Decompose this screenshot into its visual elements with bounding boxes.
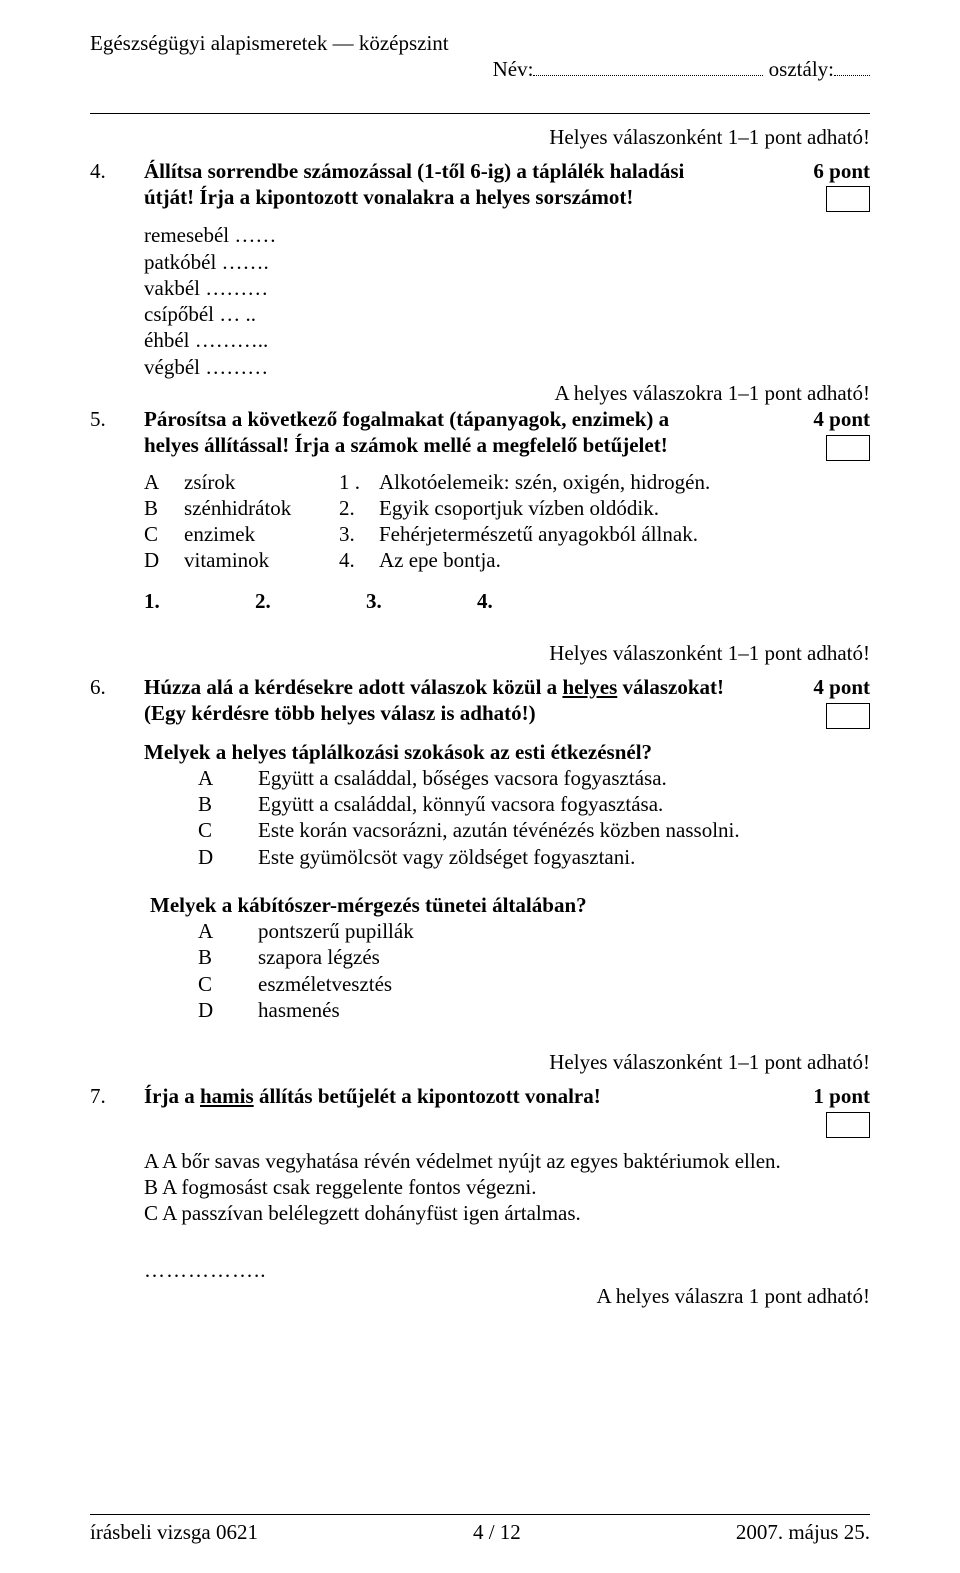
q4-item: vakbél ………: [144, 275, 870, 301]
q7-points-cell: 1 pont: [813, 1083, 870, 1137]
q4-answer-note: A helyes válaszokra 1–1 pont adható!: [90, 380, 870, 406]
question-6: 6. Húzza alá a kérdésekre adott válaszok…: [90, 674, 870, 728]
q5-number: 5.: [90, 406, 144, 432]
question-7: 7. Írja a hamis állítás betűjelét a kipo…: [90, 1083, 870, 1137]
q6-sub1-options: AEgyütt a családdal, bőséges vacsora fog…: [198, 765, 870, 870]
name-field[interactable]: [533, 75, 763, 76]
question-5: 5. Párosítsa a következő fogalmakat (táp…: [90, 406, 870, 460]
q7-text: Írja a hamis állítás betűjelét a kiponto…: [144, 1083, 805, 1109]
q6-text: Húzza alá a kérdésekre adott válaszok kö…: [144, 674, 805, 727]
footer-rule: [90, 1514, 870, 1515]
page-footer: írásbeli vizsga 0621 4 / 12 2007. május …: [90, 1510, 870, 1545]
score-note-top: Helyes válaszonként 1–1 pont adható!: [90, 124, 870, 150]
q6-points: 4 pont: [813, 674, 870, 700]
q4-points-cell: 6 pont: [813, 158, 870, 212]
q5-points: 4 pont: [813, 406, 870, 432]
q7-number: 7.: [90, 1083, 144, 1109]
q6-number: 6.: [90, 674, 144, 700]
footer-center: 4 / 12: [473, 1519, 521, 1545]
q6-score-box[interactable]: [826, 703, 870, 729]
footer-right: 2007. május 25.: [736, 1519, 870, 1545]
q7-score-box[interactable]: [826, 1112, 870, 1138]
q4-number: 4.: [90, 158, 144, 184]
footer-left: írásbeli vizsga 0621: [90, 1519, 258, 1545]
q4-items: remesebél …… patkóbél ……. vakbél ……… csí…: [144, 222, 870, 380]
q6-sub2-question: Melyek a kábítószer-mérgezés tünetei ált…: [150, 892, 870, 918]
q4-item: patkóbél …….: [144, 249, 870, 275]
header-rule: [90, 113, 870, 114]
q7-answer-dots[interactable]: ……………..: [144, 1257, 870, 1283]
q7-options: A A bőr savas vegyhatása révén védelmet …: [144, 1148, 870, 1227]
q4-item: éhbél ………..: [144, 327, 870, 353]
score-note-mid2: Helyes válaszonként 1–1 pont adható!: [90, 1049, 870, 1075]
q4-item: csípőbél … ..: [144, 301, 870, 327]
q5-pairs: Azsírok1 .Alkotóelemeik: szén, oxigén, h…: [144, 469, 870, 574]
page-header: Egészségügyi alapismeretek — középszint …: [90, 30, 870, 109]
header-left: Egészségügyi alapismeretek — középszint: [90, 30, 449, 109]
q4-item: végbél ………: [144, 354, 870, 380]
class-label: osztály:: [763, 57, 834, 81]
question-4: 4. Állítsa sorrendbe számozással (1-től …: [90, 158, 870, 212]
q7-points: 1 pont: [813, 1083, 870, 1109]
q6-points-cell: 4 pont: [813, 674, 870, 728]
class-field[interactable]: [834, 75, 870, 76]
q6-sub1-question: Melyek a helyes táplálkozási szokások az…: [144, 739, 870, 765]
score-note-mid1: Helyes válaszonként 1–1 pont adható!: [90, 640, 870, 666]
header-right: Név: osztály:: [461, 30, 870, 109]
q6-sub2-options: Apontszerű pupillák Bszapora légzés Cesz…: [198, 918, 870, 1023]
q7-opt: C A passzívan belélegzett dohányfüst ige…: [144, 1200, 870, 1226]
q5-answer-slots: 1. 2. 3. 4.: [144, 588, 870, 614]
q4-score-box[interactable]: [826, 186, 870, 212]
q5-score-box[interactable]: [826, 435, 870, 461]
q5-text: Párosítsa a következő fogalmakat (tápany…: [144, 406, 805, 459]
q7-opt: B A fogmosást csak reggelente fontos vég…: [144, 1174, 870, 1200]
q4-text: Állítsa sorrendbe számozással (1-től 6-i…: [144, 158, 805, 211]
q5-points-cell: 4 pont: [813, 406, 870, 460]
q7-answer-note: A helyes válaszra 1 pont adható!: [90, 1283, 870, 1309]
q4-points: 6 pont: [813, 158, 870, 184]
name-label: Név:: [493, 57, 534, 81]
q7-opt: A A bőr savas vegyhatása révén védelmet …: [144, 1148, 870, 1174]
q4-item: remesebél ……: [144, 222, 870, 248]
